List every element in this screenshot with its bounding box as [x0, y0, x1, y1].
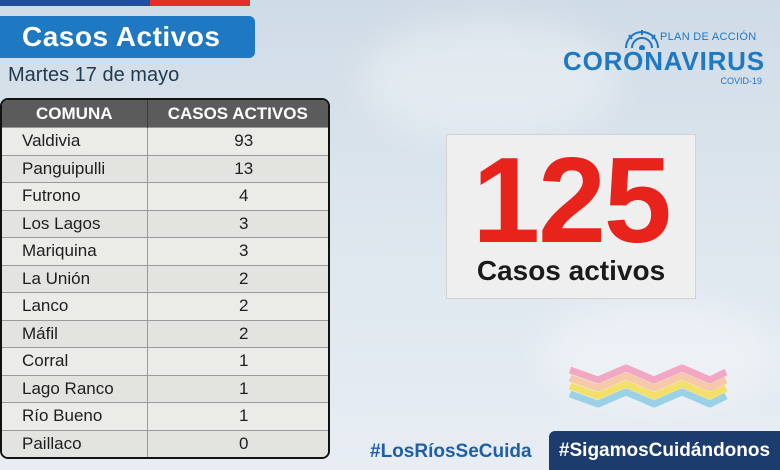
- table-row: Corral 1: [2, 347, 328, 375]
- logo-title: CORONAVIRUS: [563, 46, 765, 76]
- casos-cell: 1: [147, 347, 328, 375]
- table-row: Río Bueno 1: [2, 402, 328, 430]
- column-header-comuna: COMUNA: [2, 100, 148, 128]
- cases-table: COMUNA CASOS ACTIVOS Valdivia 93 Panguipu…: [0, 98, 330, 459]
- casos-cell: 3: [147, 209, 328, 238]
- hashtag-sigamos: #SigamosCuidándonos: [549, 431, 780, 470]
- rainbow-wave-icon: [568, 364, 728, 408]
- logo-subtitle: PLAN DE ACCIÓN: [660, 31, 757, 43]
- table-header-row: COMUNA CASOS ACTIVOS: [2, 100, 328, 128]
- total-cases-label: Casos activos: [476, 255, 666, 286]
- virus-icon: [625, 30, 659, 50]
- comuna-cell: Río Bueno: [2, 402, 148, 430]
- comuna-cell: Mariquina: [2, 237, 148, 265]
- date-label: Martes 17 de mayo: [8, 64, 180, 86]
- comuna-cell: Panguipulli: [2, 154, 148, 183]
- hashtag-los-rios: #LosRíosSeCuida: [370, 441, 532, 462]
- comuna-cell: Los Lagos: [2, 209, 148, 238]
- comuna-cell: Máfil: [2, 319, 148, 348]
- casos-cell: 93: [147, 127, 328, 155]
- table-row: La Unión 2: [2, 264, 328, 293]
- table-row: Lanco 2: [2, 292, 328, 320]
- table-row: Valdivia 93: [2, 127, 328, 155]
- casos-cell: 4: [147, 182, 328, 210]
- casos-cell: 2: [147, 292, 328, 320]
- flag-stripe: [0, 0, 250, 6]
- page-title: Casos Activos: [22, 21, 221, 52]
- logo-covid-label: COVID-19: [720, 76, 762, 86]
- casos-cell: 0: [147, 429, 328, 457]
- casos-cell: 2: [147, 264, 328, 293]
- table-row: Paillaco 0: [2, 429, 328, 457]
- comuna-cell: Futrono: [2, 182, 148, 210]
- sky-cloud: [360, 20, 620, 140]
- comuna-cell: Paillaco: [2, 429, 148, 457]
- comuna-cell: Valdivia: [2, 127, 148, 155]
- title-banner: Casos Activos: [0, 16, 255, 58]
- total-cases-card: 125 Casos activos: [447, 132, 695, 298]
- casos-cell: 13: [147, 154, 328, 183]
- column-header-casos: CASOS ACTIVOS: [147, 100, 328, 128]
- table-row: Lago Ranco 1: [2, 374, 328, 403]
- table-row: Futrono 4: [2, 182, 328, 210]
- casos-cell: 1: [147, 402, 328, 430]
- table-row: Panguipulli 13: [2, 154, 328, 183]
- table-row: Los Lagos 3: [2, 209, 328, 238]
- comuna-cell: Lanco: [2, 292, 148, 320]
- comuna-cell: Corral: [2, 347, 148, 375]
- casos-cell: 2: [147, 319, 328, 348]
- comuna-cell: Lago Ranco: [2, 374, 148, 403]
- casos-cell: 1: [147, 374, 328, 403]
- table-row: Máfil 2: [2, 319, 328, 348]
- casos-cell: 3: [147, 237, 328, 265]
- table-row: Mariquina 3: [2, 237, 328, 265]
- hashtag-sigamos-label: #SigamosCuidándonos: [558, 439, 771, 461]
- comuna-cell: La Unión: [2, 264, 148, 293]
- coronavirus-logo: PLAN DE ACCIÓN CORONAVIRUS COVID-19: [560, 28, 772, 90]
- total-cases-number: 125: [472, 132, 672, 268]
